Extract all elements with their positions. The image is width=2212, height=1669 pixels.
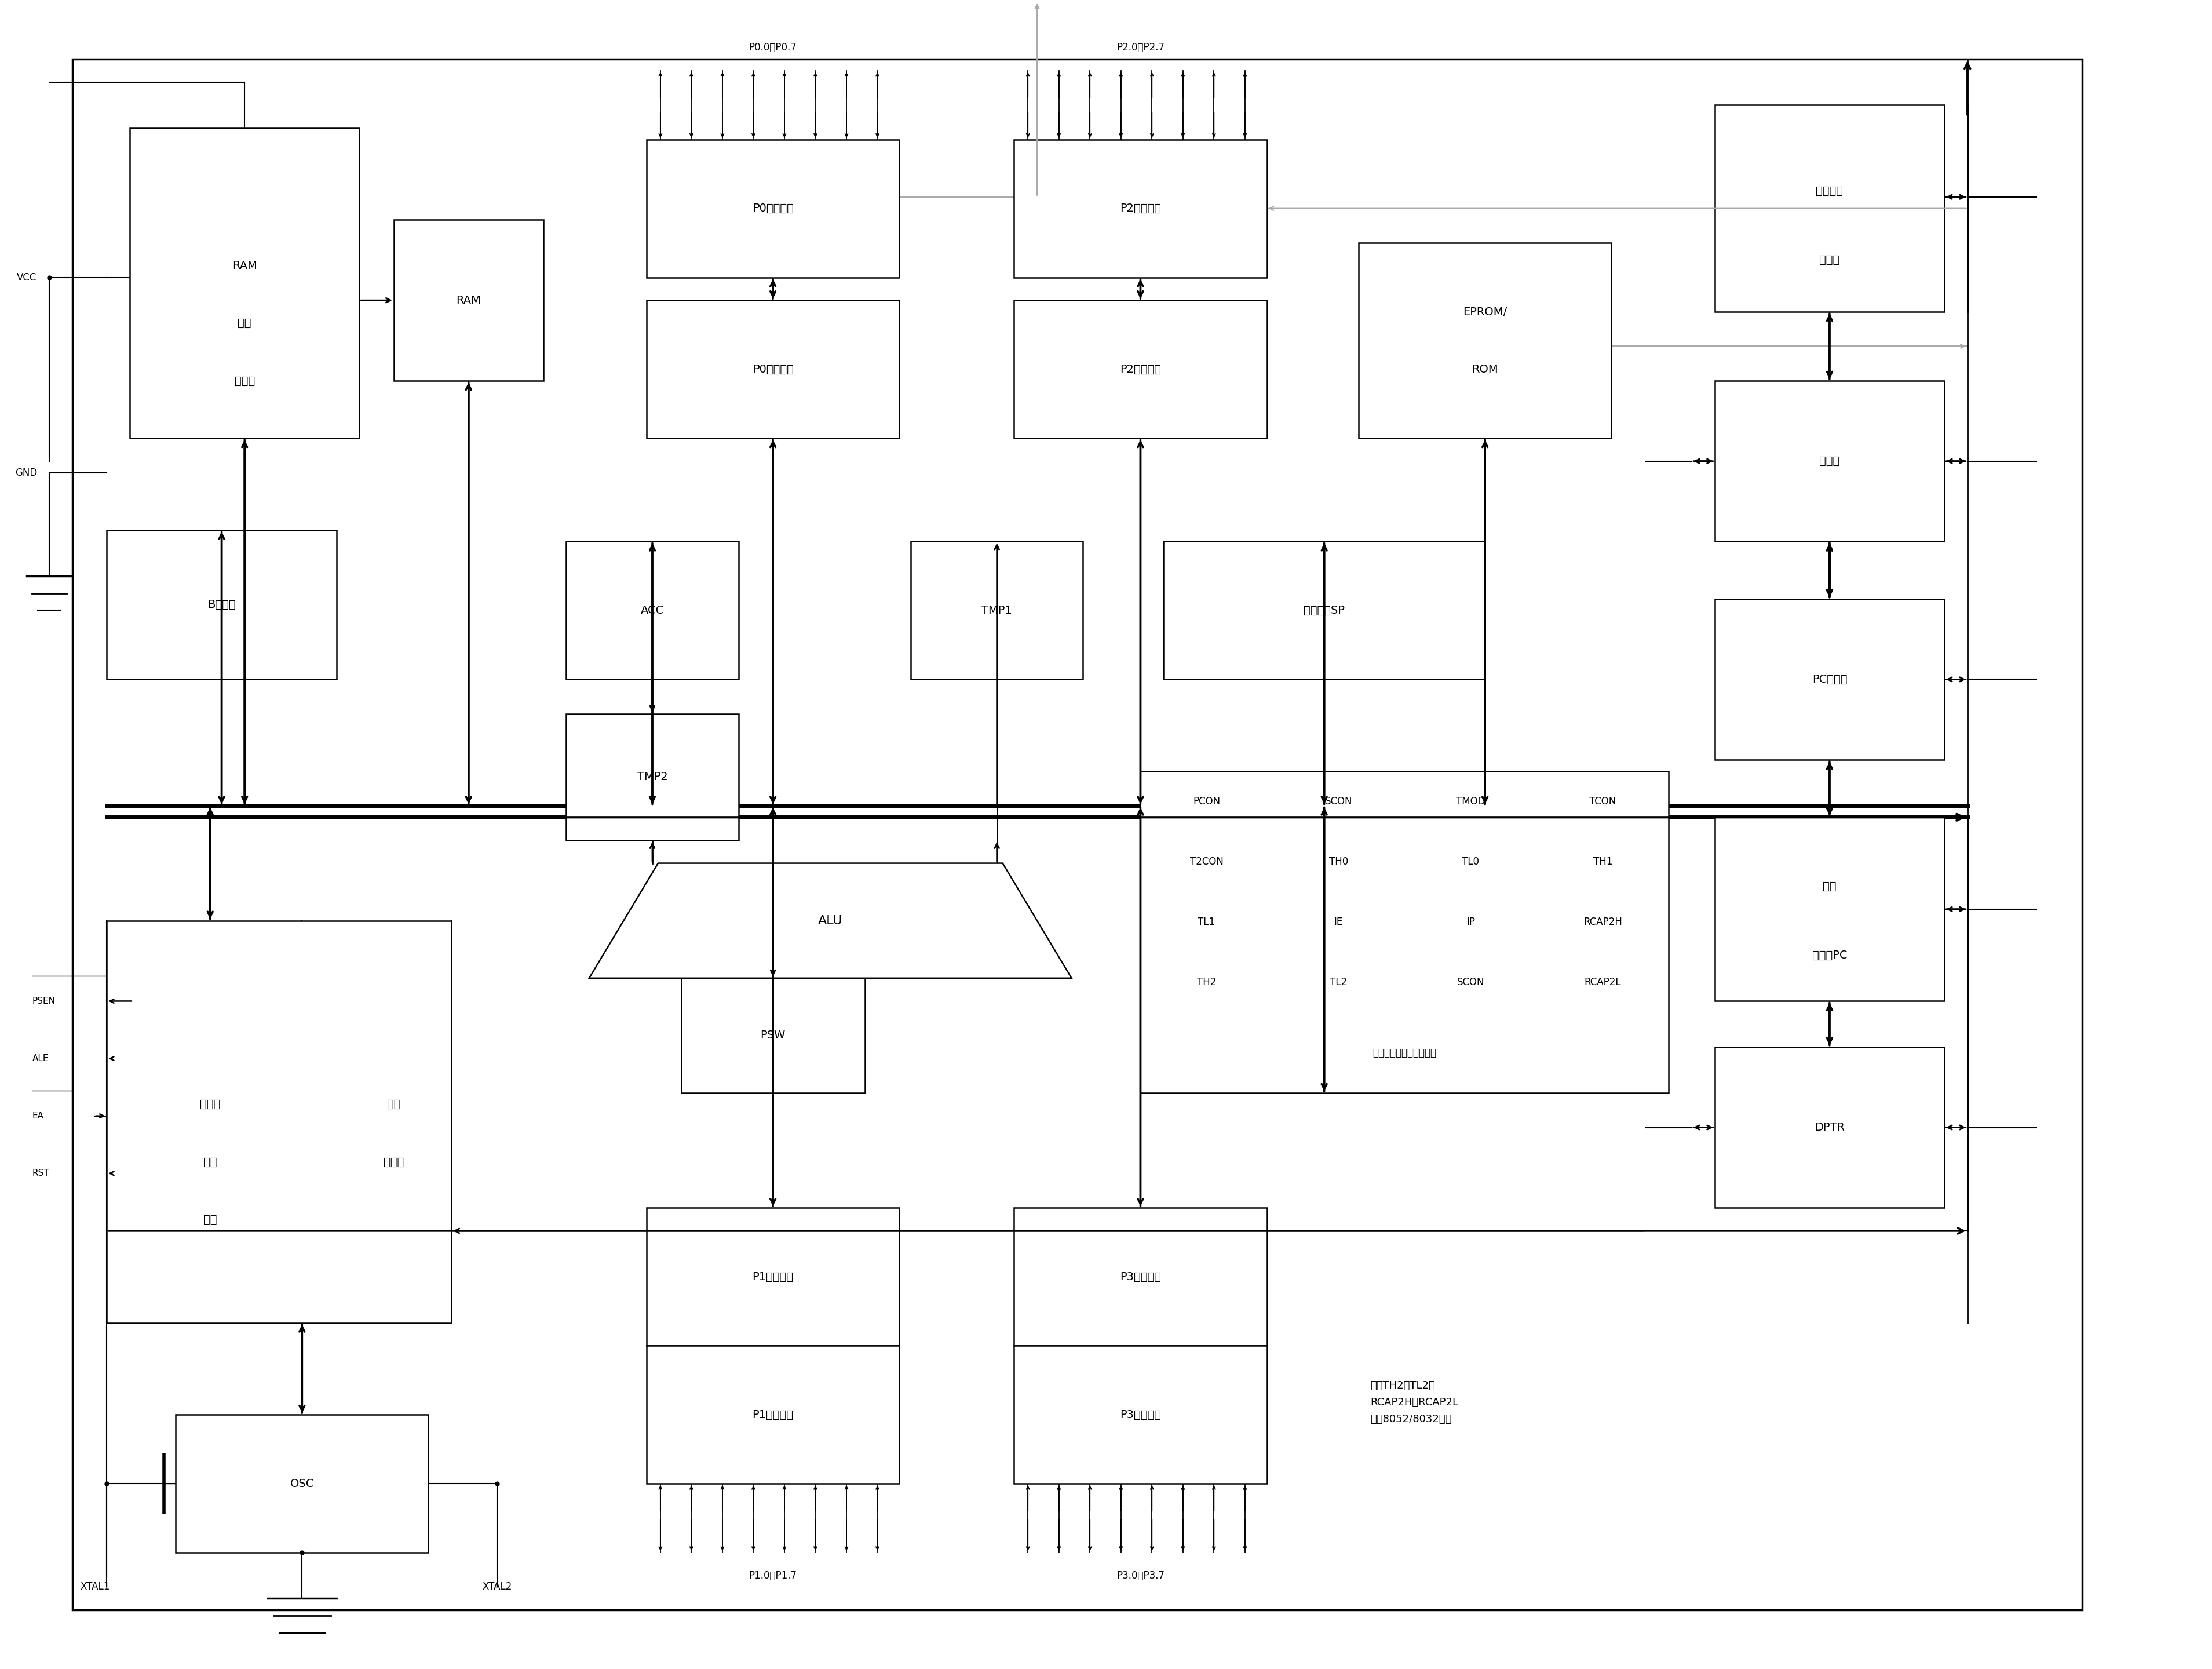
Text: TCON: TCON (1590, 796, 1617, 806)
Text: TMP1: TMP1 (982, 604, 1013, 616)
Text: TL0: TL0 (1462, 856, 1480, 866)
Text: P3.0～P3.7: P3.0～P3.7 (1117, 1571, 1164, 1581)
Text: PSEN: PSEN (33, 996, 55, 1005)
Text: 逻辑: 逻辑 (204, 1213, 217, 1225)
Text: OSC: OSC (290, 1479, 314, 1489)
Bar (1714, 1046, 1944, 1208)
Text: P0口驱动器: P0口驱动器 (752, 204, 794, 214)
Text: 程序: 程序 (1823, 881, 1836, 891)
Bar (646, 1345, 900, 1484)
Bar (681, 978, 865, 1093)
Text: VCC: VCC (15, 272, 35, 282)
Bar (1013, 1345, 1267, 1484)
Text: P1.0～P1.7: P1.0～P1.7 (750, 1571, 796, 1581)
Text: TH1: TH1 (1593, 856, 1613, 866)
Text: PSW: PSW (761, 1030, 785, 1041)
Bar (1013, 1208, 1267, 1345)
Text: TMOD: TMOD (1455, 796, 1484, 806)
Bar (1013, 300, 1267, 439)
Text: RAM: RAM (232, 260, 257, 272)
Text: GND: GND (15, 467, 38, 477)
Bar (1141, 771, 1668, 1093)
Text: 控制: 控制 (204, 1157, 217, 1167)
Text: SCON: SCON (1325, 796, 1352, 806)
Bar (1714, 381, 1944, 541)
Text: 指令: 指令 (387, 1098, 400, 1110)
Text: RST: RST (33, 1168, 49, 1178)
Text: RCAP2H: RCAP2H (1584, 916, 1621, 928)
Bar (566, 541, 739, 679)
Bar (1714, 599, 1944, 759)
Text: P2口驱动器: P2口驱动器 (1119, 204, 1161, 214)
Text: XTAL1: XTAL1 (80, 1582, 111, 1592)
Text: ALU: ALU (818, 915, 843, 926)
Text: ROM: ROM (1471, 364, 1498, 376)
Text: TL1: TL1 (1197, 916, 1214, 928)
Text: P2.0～P2.7: P2.0～P2.7 (1117, 42, 1164, 53)
Text: IE: IE (1334, 916, 1343, 928)
Text: RAM: RAM (456, 295, 480, 305)
Text: PC增量器: PC增量器 (1812, 674, 1847, 684)
Text: 定时和: 定时和 (199, 1098, 221, 1110)
Bar (1714, 105, 1944, 312)
Bar (646, 140, 900, 277)
Text: 程序地址: 程序地址 (1816, 185, 1843, 197)
Text: TH0: TH0 (1329, 856, 1347, 866)
Text: P3口锁存器: P3口锁存器 (1119, 1272, 1161, 1282)
Text: P3口驱动器: P3口驱动器 (1119, 1409, 1161, 1420)
Bar (1714, 818, 1944, 1001)
Bar (175, 1415, 429, 1552)
Text: IP: IP (1467, 916, 1475, 928)
Bar (646, 300, 900, 439)
Text: B寄存器: B寄存器 (208, 599, 237, 611)
Text: 寄存器: 寄存器 (1818, 255, 1840, 265)
Text: 地址: 地址 (239, 317, 252, 329)
Text: DPTR: DPTR (1814, 1122, 1845, 1133)
Text: 注：TH2、TL2、
RCAP2H、RCAP2L
仅在8052/8032中有: 注：TH2、TL2、 RCAP2H、RCAP2L 仅在8052/8032中有 (1369, 1380, 1458, 1424)
Text: 锁存器: 锁存器 (234, 376, 254, 386)
Text: 中断、串行口及定时逻辑: 中断、串行口及定时逻辑 (1374, 1048, 1436, 1058)
Text: PCON: PCON (1192, 796, 1221, 806)
Text: ACC: ACC (641, 604, 664, 616)
Polygon shape (588, 863, 1071, 978)
Bar (566, 714, 739, 840)
Text: P1口锁存器: P1口锁存器 (752, 1272, 794, 1282)
Text: 计数器PC: 计数器PC (1812, 950, 1847, 961)
Bar (1358, 244, 1610, 439)
Text: ALE: ALE (33, 1055, 49, 1063)
Text: P0.0～P0.7: P0.0～P0.7 (750, 42, 796, 53)
Bar (131, 129, 361, 439)
Text: XTAL2: XTAL2 (482, 1582, 513, 1592)
Text: 缓冲器: 缓冲器 (1818, 456, 1840, 467)
Text: T2CON: T2CON (1190, 856, 1223, 866)
Bar (1013, 140, 1267, 277)
Text: TH2: TH2 (1197, 976, 1217, 988)
Text: RCAP2L: RCAP2L (1584, 976, 1621, 988)
Bar (106, 921, 451, 1324)
Bar (1164, 541, 1484, 679)
Text: P1口驱动器: P1口驱动器 (752, 1409, 794, 1420)
Bar (106, 531, 336, 679)
Text: P2口锁存器: P2口锁存器 (1119, 364, 1161, 376)
Text: 堆栈指针SP: 堆栈指针SP (1303, 604, 1345, 616)
Text: TMP2: TMP2 (637, 771, 668, 783)
Text: SCON: SCON (1458, 976, 1484, 988)
Bar (646, 1208, 900, 1345)
Text: EPROM/: EPROM/ (1462, 307, 1506, 317)
Text: 寄存器: 寄存器 (383, 1157, 405, 1167)
Text: P0口锁存器: P0口锁存器 (752, 364, 794, 376)
Bar (394, 220, 544, 381)
Bar (911, 541, 1084, 679)
Text: EA: EA (33, 1112, 44, 1120)
Text: TL2: TL2 (1329, 976, 1347, 988)
